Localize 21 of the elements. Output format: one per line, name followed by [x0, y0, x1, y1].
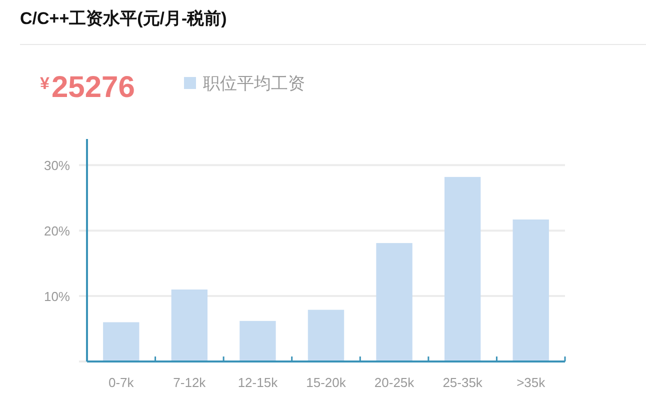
bar	[512, 219, 549, 362]
x-tick-label: 20-25k	[374, 375, 415, 390]
chart-title: C/C++工资水平(元/月-税前)	[20, 9, 227, 28]
y-tick-label: 30%	[44, 158, 70, 174]
bar	[240, 320, 276, 362]
legend-label: 职位平均工资	[203, 74, 305, 93]
text: $^{¥}$25276	[40, 71, 135, 104]
y-tick-label: 10%	[44, 289, 70, 304]
y-tick-label: 20%	[44, 224, 70, 239]
bar	[308, 310, 344, 362]
x-tick-label: 0-7k	[108, 375, 134, 390]
bar	[444, 176, 481, 362]
x-tick-label: 7-12k	[173, 375, 206, 390]
x-tick-label: 12-15k	[238, 375, 278, 390]
x-tick-label: 25-35k	[442, 375, 483, 390]
legend: 职位平均工资	[184, 74, 305, 93]
bar	[376, 243, 412, 362]
bar	[171, 290, 208, 362]
x-tick-label: 15-20k	[306, 375, 346, 390]
bar	[103, 322, 140, 362]
x-tick-label: >35k	[516, 375, 546, 390]
